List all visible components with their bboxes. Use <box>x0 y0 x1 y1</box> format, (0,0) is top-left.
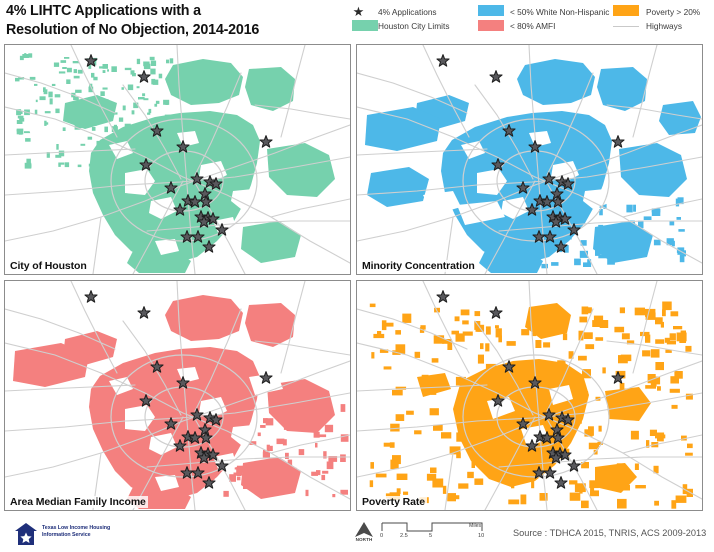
map-svg-poverty-rate <box>357 281 702 510</box>
scale-tick-5: 5 <box>429 533 433 539</box>
scale-units-label: Miles <box>469 523 482 529</box>
scale-bar-graphic <box>381 522 483 532</box>
theme-layer-orange <box>369 301 693 509</box>
legend-label-highways: Highways <box>646 21 682 31</box>
north-arrow-icon <box>355 522 373 537</box>
map-panel-area-median-family-income[interactable]: Area Median Family Income <box>4 280 351 511</box>
star-layer <box>84 54 273 253</box>
legend-swatch-minority <box>478 5 504 16</box>
map-panel-city-of-houston[interactable]: City of Houston <box>4 44 351 275</box>
organization-name: Texas Low Income Housing Information Ser… <box>42 525 111 538</box>
highway-layer <box>5 281 350 510</box>
scale-bar-group: NORTH 0 2.5 5 10 Miles <box>350 520 490 548</box>
legend-swatch-amfi <box>478 20 504 31</box>
legend-label-city-limits: Houston City Limits <box>378 21 450 31</box>
panel-label-city-of-houston: City of Houston <box>8 260 89 272</box>
map-svg-city-of-houston <box>5 45 350 274</box>
star-layer <box>436 290 625 489</box>
map-panel-poverty-rate[interactable]: Poverty Rate <box>356 280 703 511</box>
page-title-line-1: 4% LIHTC Applications with a <box>6 3 201 19</box>
map-panel-minority-concentration[interactable]: Minority Concentration <box>356 44 703 275</box>
legend-swatch-city-limits <box>352 20 378 31</box>
scale-tick-0: 0 <box>380 533 384 539</box>
panel-label-area-median-family-income: Area Median Family Income <box>8 496 148 508</box>
page-title: 4% LIHTC Applications with a Resolution … <box>6 2 351 40</box>
page-title-line-2: Resolution of No Objection, 2014-2016 <box>6 22 260 38</box>
scale-tick-2-5: 2.5 <box>400 533 408 539</box>
legend-label-amfi: < 80% AMFI <box>510 21 556 31</box>
figure-footer: Texas Low Income Housing Information Ser… <box>0 514 714 552</box>
organization-logo: Texas Low Income Housing Information Ser… <box>14 522 214 546</box>
scale-tick-10: 10 <box>478 533 485 539</box>
map-svg-minority-concentration <box>357 45 702 274</box>
panel-label-minority-concentration: Minority Concentration <box>360 260 477 272</box>
house-icon <box>15 523 37 545</box>
star-layer <box>436 54 625 253</box>
scale-bar: 0 2.5 5 10 Miles <box>380 522 488 544</box>
legend-label-poverty: Poverty > 20% <box>646 7 701 17</box>
legend-star-icon: ★ <box>352 4 365 19</box>
star-layer <box>84 290 273 489</box>
map-panel-grid: City of Houston Minority Concentration A… <box>4 44 710 512</box>
panel-label-poverty-rate: Poverty Rate <box>360 496 427 508</box>
legend-label-applications: 4% Applications <box>378 7 437 17</box>
north-label: NORTH <box>355 537 373 542</box>
figure-header: 4% LIHTC Applications with a Resolution … <box>0 0 714 44</box>
legend-label-minority: < 50% White Non-Hispanic <box>510 7 610 17</box>
legend: ★ 4% Applications Houston City Limits < … <box>352 4 712 40</box>
theme-layer-green <box>15 53 335 273</box>
source-credit: Source : TDHCA 2015, TNRIS, ACS 2009-201… <box>513 528 707 538</box>
legend-line-highways <box>613 26 639 27</box>
highway-layer <box>357 45 702 274</box>
map-svg-area-median-family-income <box>5 281 350 510</box>
legend-swatch-poverty <box>613 5 639 16</box>
